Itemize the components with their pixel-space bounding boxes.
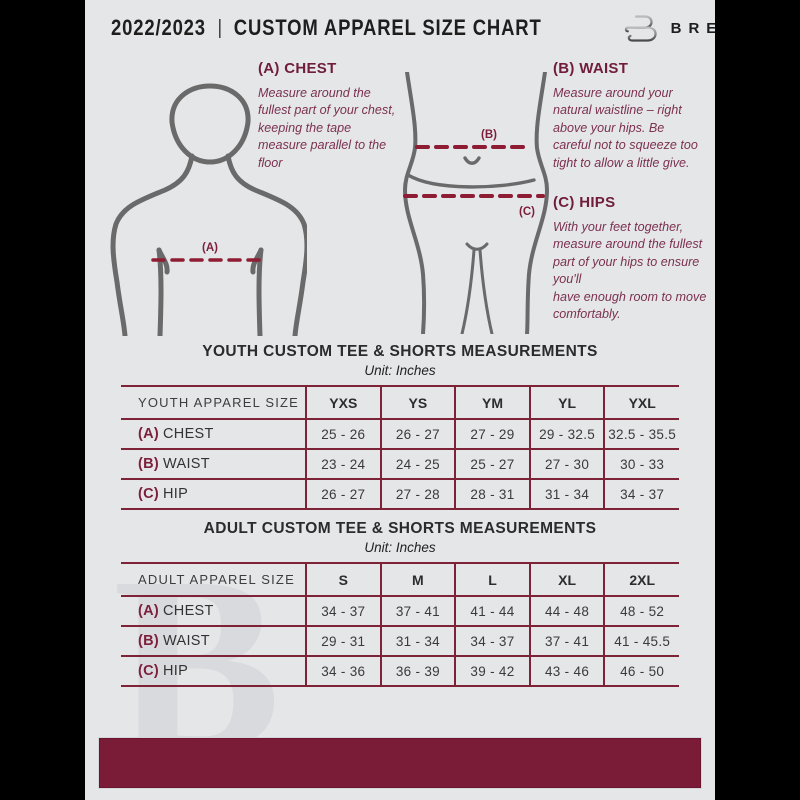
size-header-2xl: 2XL [603, 563, 679, 596]
youth-table-unit: Unit: Inches [364, 363, 436, 378]
size-header-row: ADULT APPAREL SIZE S M L XL 2XL [121, 563, 679, 596]
waist-line-label: (B) [481, 129, 497, 141]
size-chart-page: B 2022/2023 | CUSTOM APPAREL SIZE CHART [85, 0, 715, 800]
youth-table-title: YOUTH CUSTOM TEE & SHORTS MEASUREMENTS [202, 343, 598, 360]
row-letter-prefix: (A) [138, 426, 160, 442]
range-cell: 27 - 28 [379, 479, 456, 509]
range-cell: 37 - 41 [528, 626, 605, 656]
hips-note: (C) HIPS With your feet together, measur… [553, 194, 711, 323]
range-cell: 39 - 42 [454, 656, 530, 686]
range-cell: 41 - 45.5 [603, 626, 679, 656]
range-cell: 34 - 37 [603, 479, 679, 509]
measurement-row-label: (B) WAIST [138, 456, 210, 472]
range-cell: 46 - 50 [603, 656, 679, 686]
waist-note-body: Measure around your natural waistline – … [553, 86, 698, 170]
range-cell: 24 - 25 [379, 449, 456, 479]
range-cell: 48 - 52 [603, 596, 679, 626]
range-cell: 28 - 31 [454, 479, 530, 509]
header: 2022/2023 | CUSTOM APPAREL SIZE CHART [85, 0, 715, 43]
row-letter-prefix: (A) [138, 603, 160, 619]
measurement-row-label: (C) HIP [138, 486, 189, 502]
range-cell: 25 - 27 [454, 449, 530, 479]
size-header-ys: YS [379, 386, 456, 419]
brand-group: BREAKAWAY [624, 10, 715, 47]
measurement-row: (A) CHEST 25 - 26 26 - 27 27 - 29 29 - 32.5 32… [121, 419, 679, 449]
range-cell: 32.5 - 35.5 [603, 419, 679, 449]
size-header-l: L [454, 563, 530, 596]
adult-section: ADULT CUSTOM TEE & SHORTS MEASUREMENTS U… [85, 520, 715, 687]
range-cell: 27 - 29 [454, 419, 530, 449]
lower-body-figure: (B) (C) [403, 72, 549, 334]
measurement-row: (A) CHEST 34 - 37 37 - 41 41 - 44 44 - 48 48 -… [121, 596, 679, 626]
measurement-row: (C) HIP 34 - 36 36 - 39 39 - 42 43 - 46 46 - 5… [121, 656, 679, 686]
size-header-row: YOUTH APPAREL SIZE YXS YS YM YL YXL [121, 386, 679, 419]
range-cell: 41 - 44 [454, 596, 530, 626]
size-header-yl: YL [528, 386, 605, 419]
range-cell: 25 - 26 [305, 419, 381, 449]
adult-table-unit: Unit: Inches [364, 540, 436, 555]
size-header-s: S [305, 563, 381, 596]
range-cell: 31 - 34 [528, 479, 605, 509]
measurement-row: (B) WAIST 23 - 24 24 - 25 25 - 27 27 - 30 30 -… [121, 449, 679, 479]
range-cell: 26 - 27 [379, 419, 456, 449]
measurement-diagram: (A) (B) (C) (A) CHEST Mea [85, 52, 715, 337]
chest-note-heading: (A) CHEST [258, 60, 337, 77]
range-cell: 34 - 37 [454, 626, 530, 656]
range-cell: 29 - 32.5 [528, 419, 605, 449]
hips-note-heading: (C) HIPS [553, 194, 616, 211]
range-cell: 29 - 31 [305, 626, 381, 656]
row-letter-prefix: (B) [138, 456, 160, 472]
youth-section: YOUTH CUSTOM TEE & SHORTS MEASUREMENTS U… [85, 343, 715, 510]
size-header-xl: XL [528, 563, 605, 596]
size-header-ym: YM [454, 386, 530, 419]
measurement-row-label: (B) WAIST [138, 633, 210, 649]
chest-note-body: Measure around the fullest part of your … [258, 86, 396, 170]
hips-note-body: With your feet together, measure around … [553, 220, 707, 321]
hips-line-label: (C) [519, 206, 535, 218]
youth-size-table: YOUTH APPAREL SIZE YXS YS YM YL YXL (A) CHEST 25… [121, 385, 679, 510]
upper-body-figure: (A) [110, 83, 307, 336]
adult-size-table: ADULT APPAREL SIZE S M L XL 2XL (A) CHEST 34 - 3… [121, 562, 679, 687]
range-cell: 30 - 33 [603, 449, 679, 479]
range-cell: 34 - 36 [305, 656, 381, 686]
adult-table-title: ADULT CUSTOM TEE & SHORTS MEASUREMENTS [203, 520, 597, 537]
season-label: 2022/2023 [111, 15, 206, 40]
measurement-row-label: (A) CHEST [138, 426, 214, 442]
brand-name: BREAKAWAY [670, 19, 715, 37]
size-column-header: ADULT APPAREL SIZE [138, 572, 295, 587]
waist-note-heading: (B) WAIST [553, 60, 629, 77]
size-header-m: M [379, 563, 456, 596]
header-divider: | [217, 16, 223, 39]
range-cell: 31 - 34 [379, 626, 456, 656]
page-title: CUSTOM APPAREL SIZE CHART [233, 15, 542, 40]
range-cell: 27 - 30 [528, 449, 605, 479]
header-title-group: 2022/2023 | CUSTOM APPAREL SIZE CHART [111, 15, 542, 41]
range-cell: 23 - 24 [305, 449, 381, 479]
chest-line-label: (A) [202, 242, 218, 254]
footer-bar [99, 738, 701, 788]
waist-note: (B) WAIST Measure around your natural wa… [553, 60, 705, 172]
row-letter-prefix: (C) [138, 663, 160, 679]
chest-note: (A) CHEST Measure around the fullest par… [258, 60, 400, 172]
row-letter-prefix: (B) [138, 633, 160, 649]
range-cell: 43 - 46 [528, 656, 605, 686]
measurement-row: (C) HIP 26 - 27 27 - 28 28 - 31 31 - 34 34 - 3… [121, 479, 679, 509]
size-header-yxl: YXL [603, 386, 679, 419]
measurement-row: (B) WAIST 29 - 31 31 - 34 34 - 37 37 - 41 41 -… [121, 626, 679, 656]
measurement-row-label: (C) HIP [138, 663, 189, 679]
size-header-yxs: YXS [305, 386, 381, 419]
range-cell: 37 - 41 [379, 596, 456, 626]
row-letter-prefix: (C) [138, 486, 160, 502]
range-cell: 26 - 27 [305, 479, 381, 509]
size-column-header: YOUTH APPAREL SIZE [138, 395, 300, 410]
range-cell: 34 - 37 [305, 596, 381, 626]
range-cell: 36 - 39 [379, 656, 456, 686]
measurement-row-label: (A) CHEST [138, 603, 214, 619]
breakaway-b-logo-icon [624, 13, 657, 43]
range-cell: 44 - 48 [528, 596, 605, 626]
